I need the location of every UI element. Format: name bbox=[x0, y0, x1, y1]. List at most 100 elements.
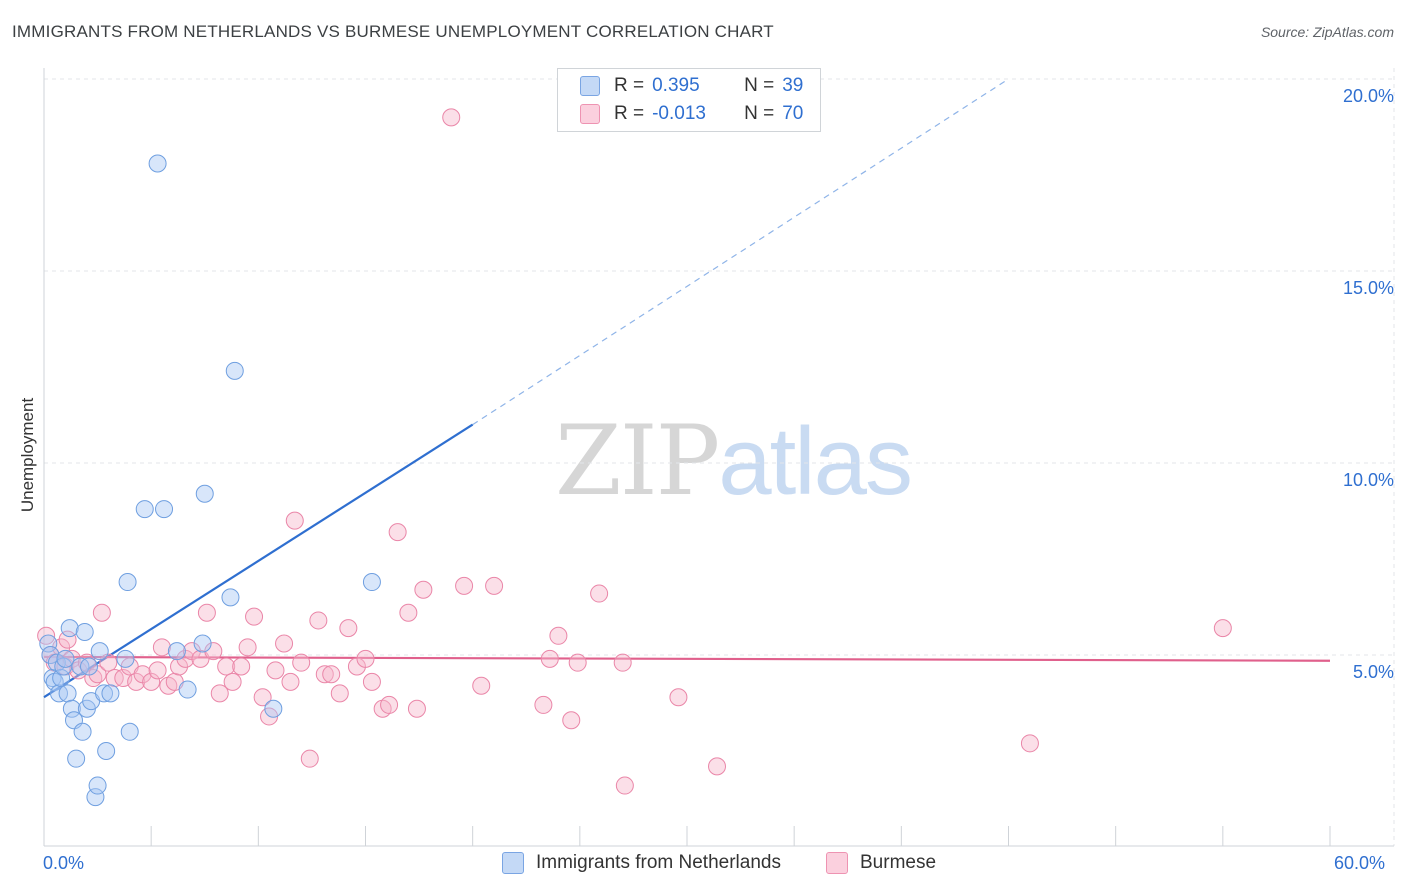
point-burmese bbox=[380, 695, 399, 714]
point-netherlands bbox=[67, 749, 86, 768]
watermark: ZIPatlas bbox=[555, 405, 913, 517]
legend-r-value: 0.395 bbox=[652, 75, 700, 96]
x-tick-label-min: 0.0% bbox=[43, 853, 85, 873]
series-swatch-burmese bbox=[826, 852, 848, 874]
legend-n-label: N = bbox=[744, 103, 775, 124]
legend-n-value: 70 bbox=[782, 103, 804, 124]
point-burmese bbox=[238, 638, 257, 657]
legend-n-value: 39 bbox=[782, 75, 804, 96]
point-netherlands bbox=[135, 500, 154, 519]
y-axis-label: Unemployment bbox=[18, 397, 37, 513]
point-burmese bbox=[669, 688, 688, 707]
point-burmese bbox=[152, 638, 171, 657]
point-netherlands bbox=[56, 649, 75, 668]
point-burmese bbox=[292, 653, 311, 672]
point-burmese bbox=[362, 672, 381, 691]
legend-n-label: N = bbox=[744, 75, 775, 96]
point-netherlands bbox=[58, 684, 77, 703]
point-netherlands bbox=[362, 573, 381, 592]
point-burmese bbox=[1213, 619, 1232, 638]
point-netherlands bbox=[155, 500, 174, 519]
point-burmese bbox=[92, 603, 111, 622]
point-netherlands bbox=[88, 776, 107, 795]
point-burmese bbox=[485, 576, 504, 595]
point-netherlands bbox=[167, 642, 186, 661]
point-burmese bbox=[197, 603, 216, 622]
legend-swatch-netherlands bbox=[580, 76, 600, 96]
legend-row-netherlands: R = 0.395 N = 39 bbox=[580, 73, 803, 99]
point-burmese bbox=[399, 603, 418, 622]
point-burmese bbox=[210, 684, 229, 703]
point-burmese bbox=[615, 776, 634, 795]
x-tick-label-max: 60.0% bbox=[1334, 853, 1386, 873]
point-netherlands bbox=[80, 657, 99, 676]
point-burmese bbox=[330, 684, 349, 703]
point-burmese bbox=[281, 672, 300, 691]
axes bbox=[43, 68, 1394, 847]
point-burmese bbox=[613, 653, 632, 672]
point-burmese bbox=[549, 626, 568, 645]
point-netherlands bbox=[193, 634, 212, 653]
point-burmese bbox=[245, 607, 264, 626]
point-burmese bbox=[414, 580, 433, 599]
point-burmese bbox=[223, 672, 242, 691]
point-netherlands bbox=[73, 722, 92, 741]
point-netherlands bbox=[148, 154, 167, 173]
point-burmese bbox=[339, 619, 358, 638]
point-netherlands bbox=[195, 484, 214, 503]
data-points bbox=[37, 108, 1232, 807]
point-netherlands bbox=[120, 722, 139, 741]
series-legend-burmese[interactable]: Burmese bbox=[826, 852, 936, 874]
point-netherlands bbox=[86, 788, 105, 807]
point-burmese bbox=[170, 657, 189, 676]
point-netherlands bbox=[221, 588, 240, 607]
legend-r-label: R = bbox=[614, 75, 645, 96]
point-burmese bbox=[322, 665, 341, 684]
point-burmese bbox=[217, 657, 236, 676]
point-burmese bbox=[37, 626, 56, 645]
point-burmese bbox=[388, 523, 407, 542]
point-burmese bbox=[127, 672, 146, 691]
point-netherlands bbox=[225, 361, 244, 380]
point-burmese bbox=[590, 584, 609, 603]
legend-r-label: R = bbox=[614, 103, 645, 124]
point-netherlands bbox=[97, 742, 116, 760]
point-netherlands bbox=[264, 699, 283, 718]
point-burmese bbox=[309, 611, 328, 630]
series-label-burmese: Burmese bbox=[860, 852, 937, 873]
point-netherlands bbox=[75, 622, 94, 641]
trendline-netherlands bbox=[43, 423, 474, 699]
point-burmese bbox=[285, 511, 304, 530]
gridlines bbox=[44, 68, 1395, 846]
watermark-zip: ZIP bbox=[555, 405, 720, 517]
point-burmese bbox=[472, 676, 491, 695]
point-burmese bbox=[534, 695, 553, 714]
point-burmese bbox=[568, 653, 587, 672]
point-burmese bbox=[708, 757, 727, 776]
y-tick-label: 5.0% bbox=[1352, 662, 1394, 682]
point-netherlands bbox=[116, 649, 135, 668]
point-burmese bbox=[275, 634, 294, 653]
point-burmese bbox=[148, 661, 167, 680]
series-legend-netherlands[interactable]: Immigrants from Netherlands bbox=[502, 852, 781, 874]
point-netherlands bbox=[95, 684, 114, 703]
point-netherlands bbox=[52, 669, 71, 688]
point-burmese bbox=[540, 649, 559, 668]
watermark-atlas: atlas bbox=[718, 408, 913, 515]
legend-row-burmese: R = -0.013 N = 70 bbox=[580, 101, 803, 127]
point-burmese bbox=[562, 711, 581, 730]
series-legend: Immigrants from Netherlands Burmese bbox=[0, 852, 1406, 878]
series-label-netherlands: Immigrants from Netherlands bbox=[536, 852, 781, 873]
point-netherlands bbox=[62, 699, 81, 718]
point-burmese bbox=[1020, 734, 1039, 753]
point-netherlands bbox=[90, 642, 109, 661]
point-netherlands bbox=[101, 684, 120, 703]
point-netherlands bbox=[178, 680, 197, 699]
point-burmese bbox=[204, 642, 223, 661]
legend-r-value: -0.013 bbox=[652, 103, 706, 124]
point-burmese bbox=[232, 657, 251, 676]
point-netherlands bbox=[39, 634, 58, 653]
correlation-legend: R = 0.395 N = 39 R = -0.013 N = 70 bbox=[557, 68, 821, 132]
y-tick-label: 10.0% bbox=[1342, 470, 1394, 490]
